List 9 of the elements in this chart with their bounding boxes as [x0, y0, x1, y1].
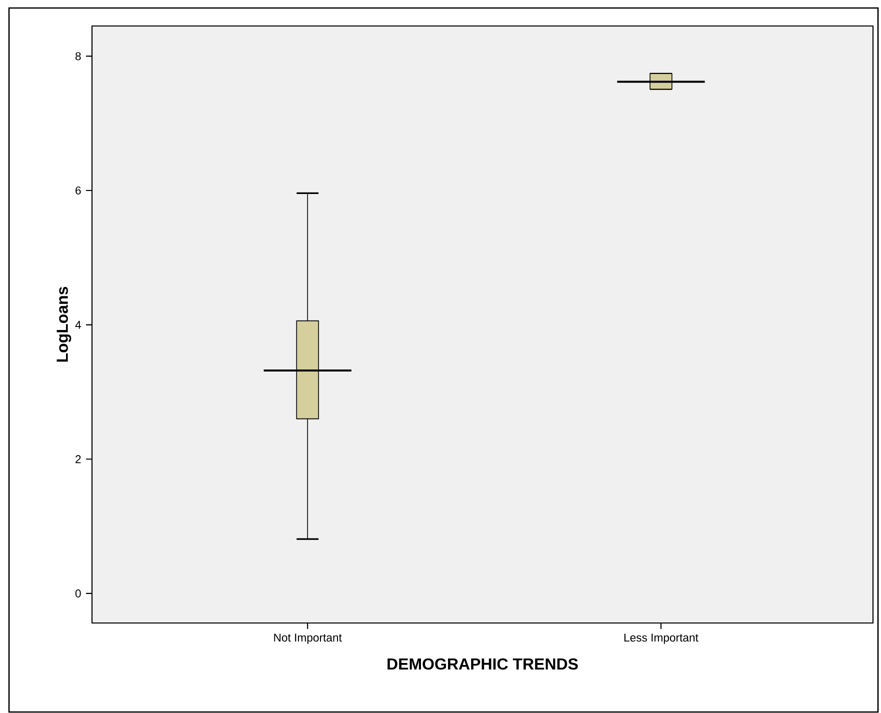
y-tick-label: 8: [75, 52, 81, 60]
x-axis-title: DEMOGRAPHIC TRENDS: [388, 658, 578, 670]
y-axis-title: LogLoans: [56, 286, 72, 362]
y-tick-label: 6: [76, 186, 81, 195]
x-tick-label: Less Important: [624, 634, 698, 644]
y-tick-label: 0: [75, 589, 81, 598]
x-tick-label: Not Important: [274, 634, 342, 644]
y-tick-label: 4: [75, 320, 81, 329]
y-tick-label: 2: [76, 455, 81, 464]
